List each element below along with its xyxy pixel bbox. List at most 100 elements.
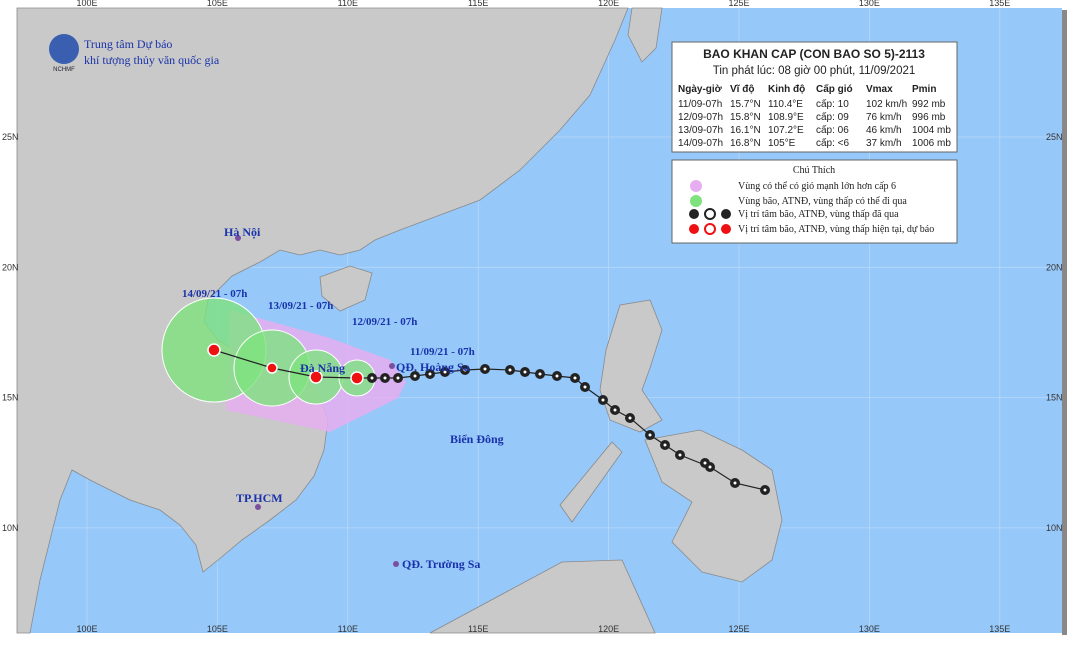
lat-label: 25N bbox=[2, 132, 19, 142]
logo bbox=[49, 34, 79, 64]
info-cell: 12/09-07h bbox=[678, 112, 723, 123]
info-cell: 11/09-07h bbox=[678, 99, 722, 110]
info-cell: 14/09-07h bbox=[678, 138, 723, 149]
info-cell: 108.9°E bbox=[768, 112, 804, 123]
place-label: TP.HCM bbox=[236, 491, 283, 505]
sea-label: Biển Đông bbox=[450, 432, 504, 446]
lon-label: 100E bbox=[76, 0, 97, 8]
legend-swatch bbox=[690, 180, 702, 192]
past-position-eye bbox=[443, 370, 447, 374]
legend-title: Chú Thích bbox=[793, 165, 835, 176]
info-cell: 13/09-07h bbox=[678, 125, 723, 136]
logo-text: NCHMF bbox=[53, 67, 75, 73]
info-cell: cấp: 10 bbox=[816, 98, 849, 110]
info-cell: 46 km/h bbox=[866, 125, 902, 136]
island-dot bbox=[393, 561, 399, 567]
legend-item: Vùng có thể có gió mạnh lớn hơn cấp 6 bbox=[738, 181, 896, 192]
lat-label: 15N bbox=[1046, 393, 1063, 403]
info-cell: 1006 mb bbox=[912, 138, 951, 149]
lon-label: 115E bbox=[468, 624, 488, 634]
forecast-positions bbox=[207, 343, 364, 385]
info-cell: 102 km/h bbox=[866, 99, 907, 110]
info-header: Kinh độ bbox=[768, 84, 805, 95]
info-cell: 110.4°E bbox=[768, 99, 803, 110]
legend-swatch bbox=[689, 223, 731, 235]
lon-label: 105E bbox=[207, 0, 228, 8]
lon-label: 100E bbox=[76, 624, 97, 634]
lon-label: 120E bbox=[598, 0, 619, 8]
past-position-eye bbox=[733, 481, 737, 485]
past-position-eye bbox=[648, 433, 652, 437]
past-positions bbox=[367, 364, 770, 495]
land bbox=[16, 7, 783, 634]
info-cell: 16.8°N bbox=[730, 138, 761, 149]
lon-label: 120E bbox=[598, 624, 619, 634]
lon-label: 130E bbox=[859, 624, 880, 634]
track-label: 12/09/21 - 07h bbox=[352, 316, 417, 328]
track-label: 14/09/21 - 07h bbox=[182, 288, 247, 300]
track-label: 13/09/21 - 07h bbox=[268, 300, 333, 312]
past-position-eye bbox=[628, 416, 632, 420]
info-cell: cấp: 06 bbox=[816, 124, 849, 136]
past-position-eye bbox=[703, 461, 707, 465]
lon-label: 105E bbox=[207, 624, 228, 634]
info-issued: Tin phát lúc: 08 giờ 00 phút, 11/09/2021 bbox=[713, 65, 916, 77]
past-position-eye bbox=[555, 374, 559, 378]
lat-label: 10N bbox=[1046, 523, 1063, 533]
lon-label: 110E bbox=[338, 624, 358, 634]
header-title: Trung tâm Dự báo bbox=[84, 37, 172, 51]
header-subtitle: khí tượng thủy văn quốc gia bbox=[84, 53, 220, 67]
place-label: QĐ. Trường Sa bbox=[402, 557, 480, 571]
info-cell: cấp: <6 bbox=[816, 137, 850, 149]
info-cell: 76 km/h bbox=[866, 112, 902, 123]
past-position-eye bbox=[763, 488, 767, 492]
legend: Chú Thích Vùng có thể có gió mạnh lớn hơ… bbox=[671, 159, 958, 244]
place-label: QĐ. Hoàng Sa bbox=[396, 360, 470, 374]
info-cell: 16.1°N bbox=[730, 125, 761, 136]
past-position-eye bbox=[538, 372, 542, 376]
past-position-eye bbox=[663, 443, 667, 447]
past-position-eye bbox=[508, 368, 512, 372]
lat-label: 25N bbox=[1046, 132, 1063, 142]
past-position-eye bbox=[708, 465, 712, 469]
city-dot bbox=[255, 504, 261, 510]
info-header: Cấp gió bbox=[816, 83, 853, 95]
place-label: Đà Nẵng bbox=[300, 361, 345, 375]
legend-swatch bbox=[689, 208, 731, 220]
past-position-eye bbox=[428, 372, 432, 376]
past-position-eye bbox=[601, 398, 605, 402]
legend-item: Vị trí tâm bão, ATNĐ, vùng thấp đã qua bbox=[738, 209, 899, 220]
info-header: Ngày-giờ bbox=[678, 84, 723, 95]
lon-label: 125E bbox=[728, 624, 749, 634]
lon-label: 135E bbox=[989, 0, 1010, 8]
info-header: Pmin bbox=[912, 84, 936, 95]
shadow bbox=[1062, 10, 1067, 635]
info-cell: 15.7°N bbox=[730, 99, 761, 110]
past-position-eye bbox=[413, 374, 417, 378]
past-position-eye bbox=[383, 376, 387, 380]
past-position-eye bbox=[483, 367, 487, 371]
island-dot bbox=[389, 363, 395, 369]
lon-label: 130E bbox=[859, 0, 880, 8]
info-header: Vmax bbox=[866, 84, 893, 95]
info-cell: 107.2°E bbox=[768, 125, 804, 136]
past-position-eye bbox=[613, 408, 617, 412]
info-cell: 37 km/h bbox=[866, 138, 902, 149]
info-cell: 996 mb bbox=[912, 112, 946, 123]
past-position-eye bbox=[370, 376, 374, 380]
past-position-eye bbox=[396, 376, 400, 380]
lat-label: 20N bbox=[2, 262, 19, 272]
past-position-eye bbox=[463, 368, 467, 372]
info-cell: 992 mb bbox=[912, 99, 946, 110]
past-position-eye bbox=[573, 376, 577, 380]
info-cell: 15.8°N bbox=[730, 112, 761, 123]
legend-swatch bbox=[690, 195, 702, 207]
past-position-eye bbox=[678, 453, 682, 457]
info-title: BAO KHAN CAP (CON BAO SO 5)-2113 bbox=[703, 47, 925, 61]
city-dot bbox=[235, 235, 241, 241]
info-cell: 105°E bbox=[768, 138, 796, 149]
info-cell: 1004 mb bbox=[912, 125, 951, 136]
legend-item: Vùng bão, ATNĐ, vùng thấp có thể đi qua bbox=[738, 196, 907, 207]
